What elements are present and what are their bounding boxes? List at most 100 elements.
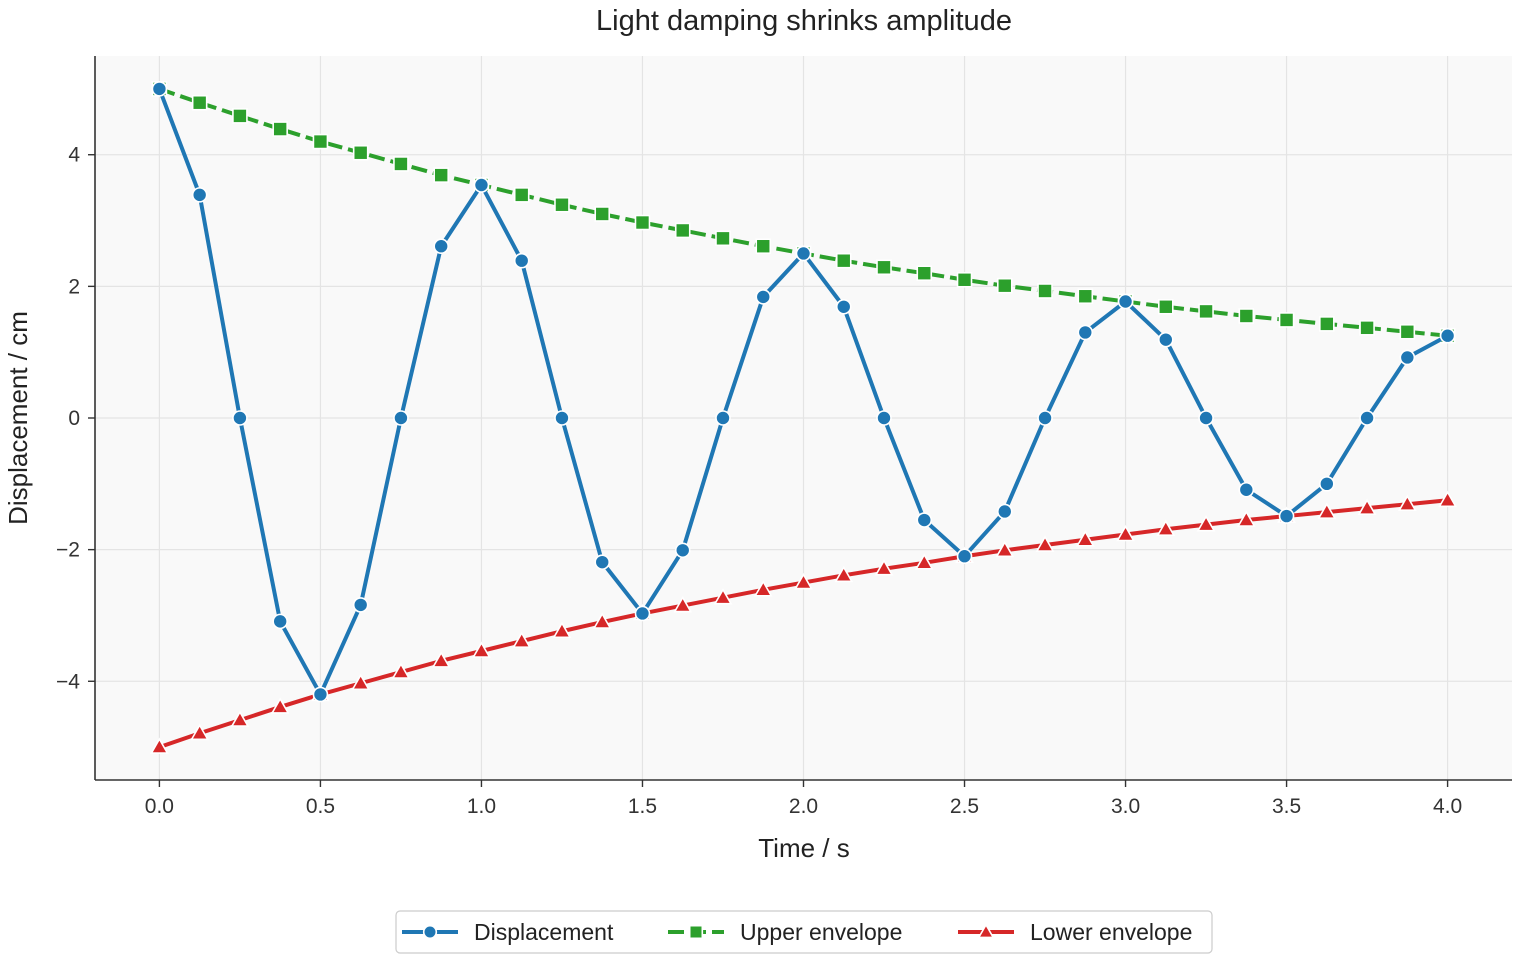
data-point (351, 673, 371, 691)
data-point (150, 737, 169, 754)
data-point (916, 265, 933, 282)
data-point (755, 289, 772, 305)
grid (95, 56, 1512, 780)
data-point (393, 410, 409, 426)
chart-title: Light damping shrinks amplitude (596, 5, 1012, 37)
x-tick-label: 2.0 (789, 795, 818, 818)
data-point (472, 641, 491, 658)
data-point (1117, 293, 1134, 310)
data-point (1116, 524, 1135, 542)
data-point (1037, 410, 1053, 426)
y-tick-label: 4 (68, 144, 80, 167)
data-point (1278, 312, 1295, 328)
series-group (150, 81, 1457, 754)
data-point (1198, 303, 1214, 320)
data-point (552, 621, 572, 639)
data-point (1319, 476, 1335, 492)
data-point (715, 410, 731, 426)
data-point (594, 554, 611, 570)
data-point (1238, 481, 1255, 498)
data-point (1236, 510, 1256, 527)
y-tick-label: 2 (68, 275, 80, 298)
data-point (473, 177, 490, 193)
data-point (431, 651, 451, 668)
data-point (1037, 283, 1053, 299)
data-point (272, 121, 288, 137)
data-point (835, 252, 852, 269)
data-point (996, 503, 1013, 520)
y-ticks: −4 −2 0 2 4 (56, 144, 95, 693)
data-point (1319, 316, 1335, 332)
x-tick-label: 2.5 (950, 795, 979, 818)
data-point (513, 187, 530, 203)
data-point (352, 144, 369, 161)
data-point (996, 277, 1013, 294)
legend-frame (395, 910, 1213, 954)
data-point (513, 252, 530, 269)
data-point (1357, 498, 1377, 515)
data-point (674, 222, 691, 239)
data-point (956, 271, 973, 288)
legend: Displacement Upper envelope Lower envelope (395, 910, 1213, 954)
data-point (755, 238, 772, 255)
x-tick-label: 0.5 (306, 795, 335, 818)
data-point (874, 559, 894, 576)
data-point (876, 410, 892, 426)
x-axis-label: Time / s (758, 833, 849, 863)
data-point (391, 662, 411, 679)
data-point (916, 512, 933, 528)
data-point (393, 156, 409, 172)
data-point (914, 553, 934, 570)
y-axis-label: Displacement / cm (3, 311, 33, 525)
y-tick-label: −4 (56, 670, 80, 693)
data-point (1077, 324, 1094, 341)
data-point (1158, 298, 1174, 315)
x-ticks: 0.0 0.5 1.0 1.5 2.0 2.5 3.0 3.5 4.0 (145, 780, 1462, 818)
data-point (191, 94, 208, 111)
legend-label: Upper envelope (740, 919, 902, 945)
data-point (312, 133, 329, 150)
data-point (230, 710, 250, 727)
data-point (1075, 530, 1095, 547)
data-point (1359, 320, 1375, 336)
data-point (554, 196, 570, 213)
data-point (753, 580, 773, 597)
data-point (592, 612, 612, 629)
data-point (1439, 327, 1456, 344)
data-point (1399, 349, 1416, 366)
data-point (1278, 508, 1295, 524)
data-point (835, 298, 852, 315)
data-point (1198, 410, 1214, 426)
data-point (191, 187, 208, 203)
data-point (352, 597, 369, 613)
data-point (272, 613, 288, 630)
data-point (433, 238, 449, 255)
data-point (232, 410, 248, 426)
data-point (956, 548, 973, 565)
data-point (1317, 502, 1337, 519)
data-point (1156, 519, 1176, 537)
legend-item: Lower envelope (958, 919, 1192, 945)
data-point (190, 723, 210, 741)
legend-item: Upper envelope (668, 919, 902, 945)
data-point (151, 81, 168, 97)
data-point (1359, 410, 1375, 426)
legend-marker (688, 924, 704, 940)
data-point (1399, 323, 1416, 340)
y-tick-label: −2 (56, 539, 80, 562)
data-point (794, 572, 813, 590)
data-point (433, 167, 449, 183)
data-point (634, 605, 651, 622)
data-point (876, 259, 892, 276)
data-point (795, 245, 812, 262)
data-point (1077, 288, 1094, 305)
x-tick-label: 3.5 (1272, 795, 1301, 818)
data-point (512, 631, 532, 648)
x-tick-label: 3.0 (1111, 795, 1140, 818)
data-point (554, 410, 570, 426)
legend-item: Displacement (402, 919, 614, 945)
data-point (232, 108, 248, 124)
data-point (995, 540, 1015, 558)
data-point (634, 214, 651, 231)
